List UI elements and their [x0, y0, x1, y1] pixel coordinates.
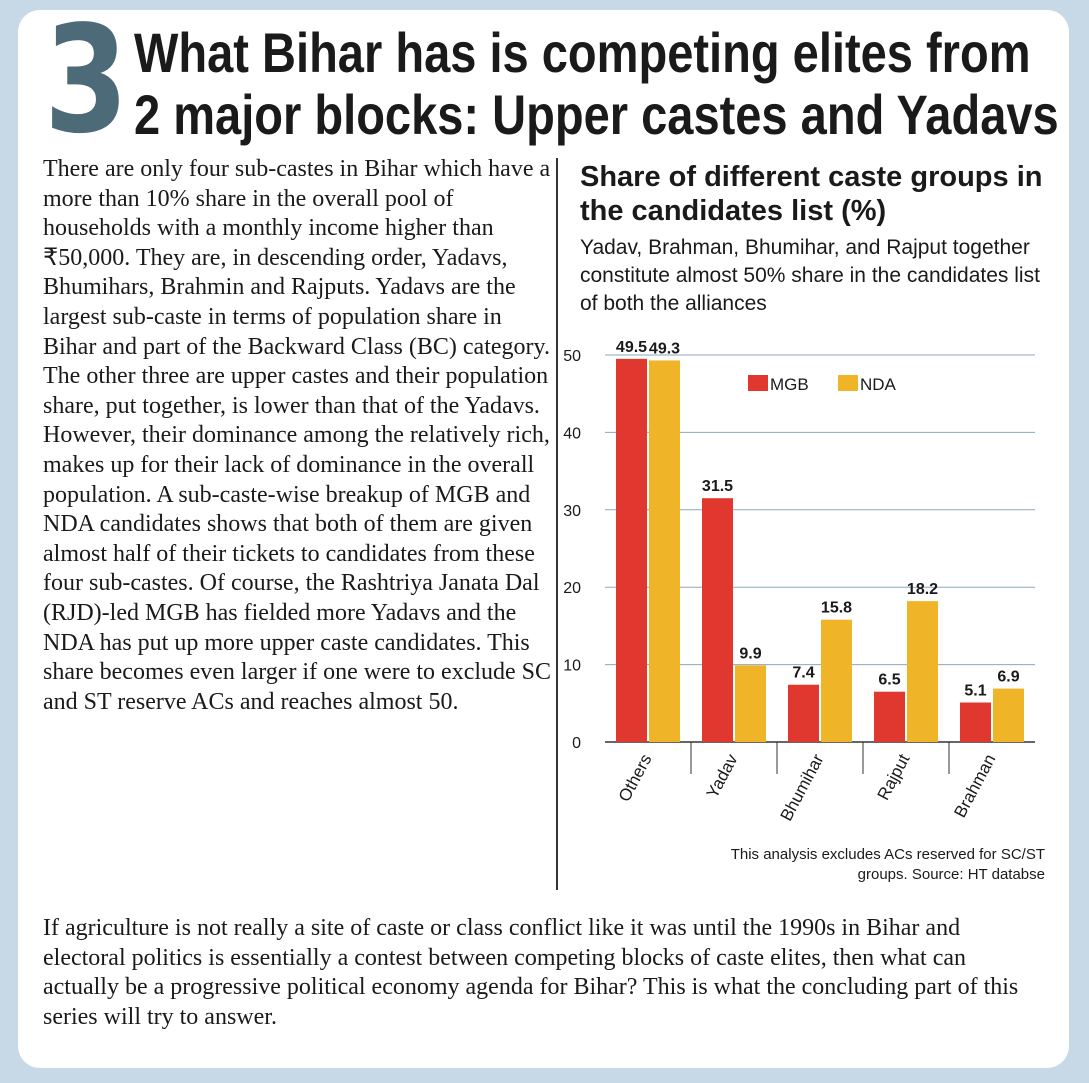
y-tick-label: 10 [563, 658, 581, 675]
data-label: 15.8 [821, 600, 852, 617]
data-label: 6.5 [878, 672, 900, 689]
y-tick-label: 50 [563, 348, 581, 365]
data-label: 31.5 [702, 478, 733, 495]
data-label: 9.9 [739, 645, 761, 662]
bar-nda-others [649, 360, 680, 742]
body-text: There are only four sub-castes in Bihar … [43, 156, 552, 715]
x-tick-label: Yadav [703, 751, 742, 802]
x-tick-label: Rajput [874, 751, 914, 804]
section-number: 3 [44, 0, 129, 166]
bar-chart: 0 10 20 30 40 50 49.5 49.3 Others 31.5 9.9 Yadav 7.4… [563, 339, 1035, 824]
data-label: 5.1 [964, 683, 986, 700]
legend-label-nda: NDA [860, 375, 897, 394]
data-label: 7.4 [792, 665, 814, 682]
headline: What Bihar has is competing elites from … [134, 21, 1059, 146]
bar-nda-bhumihar [821, 619, 852, 742]
y-tick-label: 40 [563, 425, 581, 442]
bar-nda-brahman [993, 688, 1024, 742]
legend-swatch-mgb [748, 375, 768, 391]
bar-mgb-others [616, 358, 647, 742]
y-tick-label: 20 [563, 580, 581, 597]
data-label: 6.9 [997, 669, 1019, 686]
x-tick-label: Bhumihar [777, 751, 828, 824]
data-label: 18.2 [907, 581, 938, 598]
bar-mgb-yadav [702, 498, 733, 742]
y-tick-label: 30 [563, 503, 581, 520]
chart-title: Share of different caste groups in the c… [580, 161, 1043, 227]
bar-mgb-rajput [874, 691, 905, 742]
headline-line-1: What Bihar has is competing elites from [134, 21, 1031, 84]
source-note: This analysis excludes ACs reserved for … [730, 846, 1045, 883]
headline-line-2: 2 major blocks: Upper castes and Yadavs [134, 83, 1059, 146]
legend-swatch-nda [838, 375, 858, 391]
data-label: 49.3 [649, 340, 680, 357]
closing-text: If agriculture is not really a site of c… [43, 915, 1019, 1030]
data-label: 49.5 [616, 339, 647, 356]
legend-label-mgb: MGB [770, 375, 809, 394]
bar-mgb-brahman [960, 702, 991, 742]
chart-subtitle: Yadav, Brahman, Bhumihar, and Rajput tog… [580, 236, 1040, 315]
bar-nda-rajput [907, 601, 938, 742]
column-divider [556, 158, 558, 890]
bar-nda-yadav [735, 665, 766, 742]
infographic-card [18, 10, 1069, 1068]
x-tick-label: Brahman [950, 751, 999, 821]
x-tick-label: Others [615, 751, 656, 805]
bar-mgb-bhumihar [788, 684, 819, 742]
y-tick-label: 0 [572, 735, 581, 752]
